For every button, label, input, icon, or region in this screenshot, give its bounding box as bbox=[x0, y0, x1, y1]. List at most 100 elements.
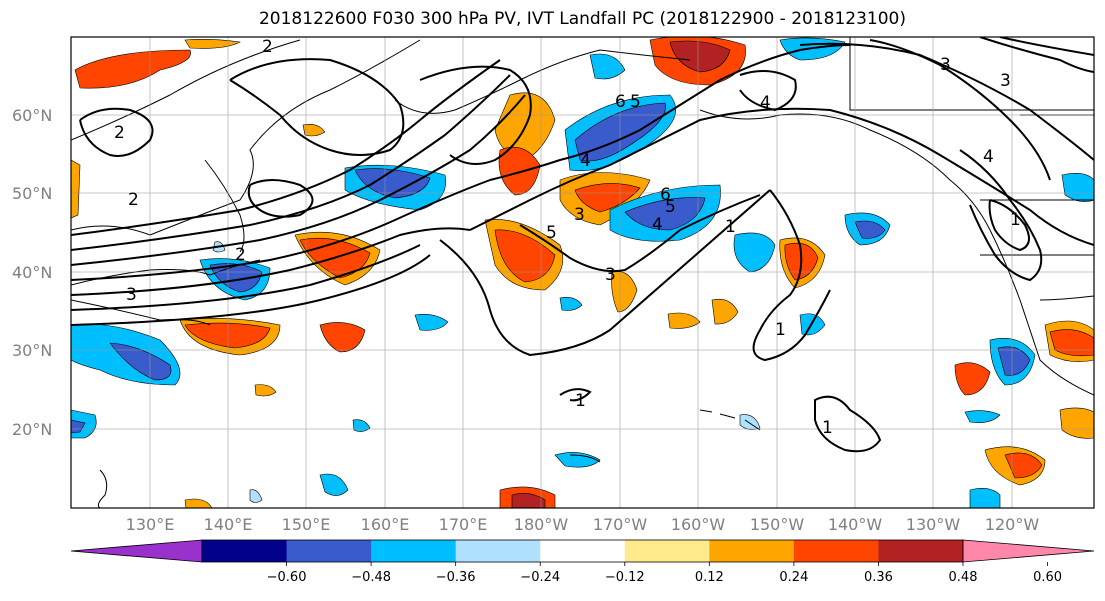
contour-label: 1 bbox=[575, 391, 586, 411]
pv-blob-neg bbox=[854, 220, 886, 239]
pv-blob-pos bbox=[319, 322, 366, 353]
lat-label: 30°N bbox=[12, 341, 52, 360]
contour-label: 2 bbox=[235, 245, 246, 265]
colorbar-segment bbox=[878, 540, 964, 562]
colorbar-tick-label: 0.48 bbox=[949, 570, 978, 585]
pv-blob-neg bbox=[319, 473, 349, 496]
contour-label: 1 bbox=[1010, 210, 1021, 230]
colorbar-tick-label: 0.36 bbox=[864, 570, 893, 585]
ivt-contours bbox=[71, 37, 1094, 453]
colorbar-tick-label: 0.12 bbox=[695, 570, 724, 585]
coastlines bbox=[71, 37, 1094, 508]
contour-label: 3 bbox=[605, 265, 616, 285]
contour-label: 6 bbox=[615, 92, 626, 112]
lon-label: 150°W bbox=[750, 515, 805, 534]
pv-blob-pos bbox=[667, 312, 701, 329]
contour-label: 5 bbox=[630, 92, 641, 112]
lat-label: 40°N bbox=[12, 263, 52, 282]
contour-label: 4 bbox=[652, 215, 663, 235]
longitude-labels: 130°E 140°E 150°E 160°E 170°E 180°W 170°… bbox=[126, 515, 1040, 534]
pv-blob-pos bbox=[511, 493, 546, 508]
colorbar-tick-label: 0.60 bbox=[1033, 570, 1062, 585]
colorbar-segment bbox=[624, 540, 710, 562]
pv-blob-pos bbox=[1004, 452, 1043, 479]
contour-label: 2 bbox=[114, 123, 125, 143]
colorbar-extend-high bbox=[962, 539, 1095, 563]
colorbar-extend-low bbox=[70, 539, 203, 563]
lon-label: 140°E bbox=[204, 515, 253, 534]
colorbar-segment bbox=[709, 540, 795, 562]
colorbar: −0.60 −0.48 −0.36 −0.24 −0.12 0.12 0.24 0.36 0.4… bbox=[70, 539, 1095, 585]
pv-blob-neg bbox=[71, 419, 86, 434]
contour-label: 3 bbox=[574, 205, 585, 225]
pv-blob-neg bbox=[733, 232, 776, 273]
colorbar-segment bbox=[793, 540, 879, 562]
colorbar-segment bbox=[540, 540, 626, 562]
lon-label: 120°W bbox=[985, 515, 1040, 534]
lat-label: 50°N bbox=[12, 184, 52, 203]
pv-blob-pos bbox=[184, 322, 271, 349]
colorbar-frame bbox=[201, 539, 964, 563]
lon-label: 170°E bbox=[439, 515, 488, 534]
contour-label: 2 bbox=[128, 190, 139, 210]
lon-label: 160°E bbox=[361, 515, 410, 534]
colorbar-tick-label: −0.48 bbox=[351, 570, 391, 585]
pv-blob-pos bbox=[1059, 407, 1094, 439]
colorbar-segment bbox=[455, 540, 541, 562]
pv-blob-neg bbox=[964, 410, 1001, 423]
colorbar-tick-label: −0.12 bbox=[605, 570, 645, 585]
pv-blob-neg bbox=[969, 488, 1001, 508]
contour-label: 5 bbox=[546, 223, 557, 243]
pv-blob-pos bbox=[574, 183, 641, 213]
lat-label: 20°N bbox=[12, 420, 52, 439]
colorbar-segment bbox=[202, 540, 288, 562]
pv-blob-neg bbox=[559, 297, 583, 311]
lon-label: 170°W bbox=[593, 515, 648, 534]
contour-label: 3 bbox=[126, 285, 137, 305]
colorbar-tick-label: −0.60 bbox=[267, 570, 307, 585]
pv-anomaly-fill bbox=[71, 37, 1094, 508]
map-frame bbox=[70, 36, 1095, 509]
colorbar-segment bbox=[286, 540, 372, 562]
map-panel: 2 2 2 3 5 6 6 5 4 3 4 5 3 1 1 1 1 1 4 2 … bbox=[71, 37, 1094, 508]
pv-blob-pos bbox=[184, 39, 241, 49]
figure-title: 2018122600 F030 300 hPa PV, IVT Landfall… bbox=[258, 9, 906, 29]
lat-label: 60°N bbox=[12, 106, 52, 125]
contour-label: 4 bbox=[580, 151, 591, 171]
pv-blob-pos bbox=[669, 40, 731, 73]
pv-blob-pos bbox=[954, 362, 991, 396]
pv-blob-pos bbox=[254, 384, 277, 397]
latitude-labels: 60°N 50°N 40°N 30°N 20°N bbox=[12, 106, 52, 439]
contour-label: 5 bbox=[665, 197, 676, 217]
lon-label: 140°W bbox=[828, 515, 883, 534]
lon-label: 160°W bbox=[671, 515, 726, 534]
contour-label: 3 bbox=[940, 55, 951, 75]
pv-blob-pos bbox=[302, 124, 326, 137]
pv-blob-neg bbox=[799, 313, 826, 336]
pv-blob-neg bbox=[589, 53, 626, 80]
pv-blob-neg bbox=[997, 346, 1031, 376]
colorbar-tick-label: −0.24 bbox=[520, 570, 560, 585]
contour-label: 1 bbox=[725, 217, 736, 237]
colorbar-tick-label: 0.24 bbox=[779, 570, 808, 585]
contour-label: 3 bbox=[1000, 71, 1011, 91]
pv-blob-pos bbox=[71, 159, 81, 219]
lon-label: 130°W bbox=[906, 515, 961, 534]
contour-label: 2 bbox=[262, 37, 273, 57]
pv-blob-pos bbox=[184, 498, 213, 508]
contour-label: 1 bbox=[775, 320, 786, 340]
contour-label: 1 bbox=[822, 418, 833, 438]
pv-blob-neg bbox=[249, 489, 263, 503]
contour-label: 6 bbox=[660, 185, 671, 205]
colorbar-tick-label: −0.36 bbox=[436, 570, 476, 585]
lon-label: 130°E bbox=[126, 515, 175, 534]
pv-blob-neg bbox=[354, 168, 431, 199]
pv-blob-neg bbox=[1061, 173, 1094, 202]
contour-labels: 2 2 2 3 5 6 6 5 4 3 4 5 3 1 1 1 1 1 4 2 … bbox=[114, 37, 1021, 438]
contour-label: 4 bbox=[983, 147, 994, 167]
pv-blob-neg bbox=[739, 414, 761, 430]
pv-blob-pos bbox=[711, 298, 739, 325]
contour-label: 4 bbox=[760, 93, 771, 113]
pv-blob-pos bbox=[611, 271, 638, 313]
